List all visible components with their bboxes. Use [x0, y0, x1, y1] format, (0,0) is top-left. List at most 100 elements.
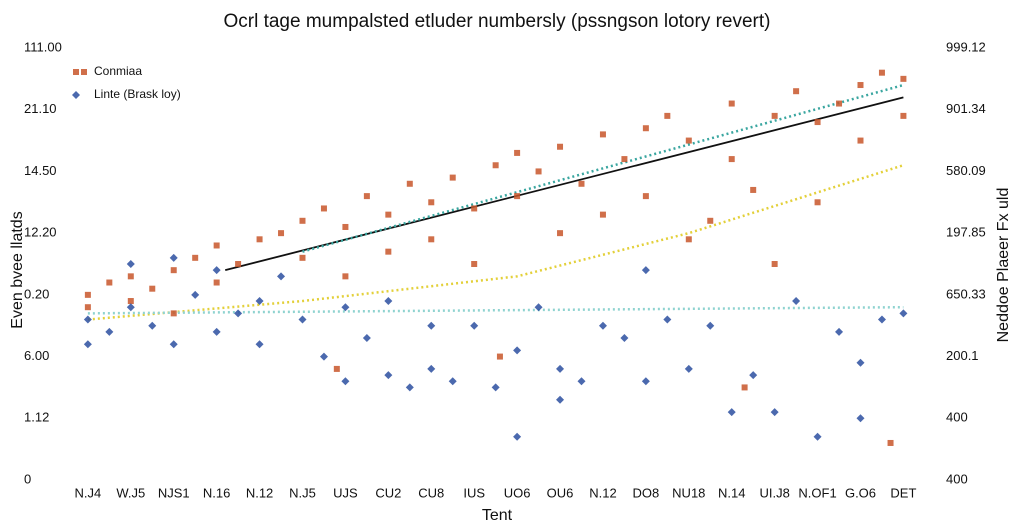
- y-tick-label: 0: [24, 471, 31, 486]
- point: [106, 279, 113, 286]
- point: [534, 303, 543, 312]
- point: [856, 414, 865, 423]
- point: [126, 260, 135, 268]
- series: [84, 69, 907, 446]
- point: [298, 315, 307, 324]
- point: [878, 69, 885, 76]
- point: [83, 315, 92, 324]
- point: [513, 432, 522, 441]
- x-tick-label: G.O6: [845, 485, 876, 500]
- y2-tick-label: 901.34: [946, 101, 986, 116]
- point: [471, 261, 478, 267]
- point: [535, 168, 542, 175]
- point: [750, 186, 757, 193]
- point: [148, 321, 157, 330]
- point: [278, 230, 285, 237]
- point: [727, 408, 736, 417]
- point: [707, 217, 714, 224]
- point: [556, 395, 565, 404]
- point: [170, 310, 177, 317]
- x-tick-label: NU18: [672, 485, 705, 500]
- point: [642, 193, 649, 200]
- x-tick-label: W.J5: [116, 485, 145, 500]
- point: [471, 205, 478, 212]
- point: [514, 149, 521, 156]
- point: [514, 193, 521, 200]
- point: [793, 88, 800, 95]
- point: [234, 309, 243, 318]
- point: [771, 112, 778, 119]
- y-tick-label: 12.20: [24, 225, 57, 240]
- point: [385, 211, 392, 218]
- point: [126, 303, 135, 312]
- point: [857, 82, 864, 89]
- x-tick-label: UJS: [333, 485, 358, 500]
- point: [599, 211, 606, 218]
- y2-tick-label: 999.12: [946, 39, 986, 54]
- y2-tick-label: 197.85: [946, 225, 986, 240]
- point: [192, 254, 199, 261]
- series: [83, 253, 908, 441]
- x-tick-label: UO6: [504, 485, 531, 500]
- point: [887, 439, 894, 446]
- point: [496, 353, 503, 360]
- point: [856, 358, 865, 367]
- x-tick-label: N.OF1: [798, 485, 836, 500]
- point: [664, 112, 671, 119]
- x-tick-label: DET: [890, 485, 916, 500]
- point: [319, 352, 328, 361]
- y-tick-label: 14.50: [24, 163, 57, 178]
- point: [84, 304, 91, 311]
- x-tick-label: NJS1: [158, 485, 190, 500]
- point: [556, 364, 565, 373]
- y2-tick-label: 400: [946, 471, 968, 486]
- point: [341, 377, 350, 386]
- point: [448, 377, 457, 386]
- point: [684, 364, 693, 373]
- point: [363, 193, 370, 200]
- point: [706, 321, 715, 330]
- point: [792, 297, 801, 306]
- point: [685, 137, 692, 144]
- y-tick-label: 0.20: [24, 286, 49, 301]
- point: [835, 327, 844, 336]
- legend-label: Conmiaa: [94, 64, 142, 78]
- point: [362, 334, 371, 343]
- point: [169, 340, 178, 349]
- x-tick-label: N.J5: [289, 485, 316, 500]
- point: [663, 315, 672, 324]
- point: [299, 254, 306, 261]
- point: [105, 327, 114, 336]
- point: [427, 364, 436, 373]
- point: [749, 371, 758, 380]
- point: [255, 340, 264, 349]
- point: [83, 340, 92, 349]
- point: [685, 236, 692, 243]
- legend-marker: [72, 91, 80, 99]
- point: [641, 266, 650, 275]
- point: [84, 291, 91, 298]
- point: [320, 205, 327, 212]
- point: [170, 267, 177, 274]
- trend-line: [87, 164, 904, 321]
- x-tick-label: OU6: [547, 485, 574, 500]
- point: [491, 383, 500, 392]
- point: [578, 180, 585, 187]
- point: [620, 334, 629, 343]
- point: [557, 143, 564, 150]
- point: [577, 377, 586, 386]
- y2-tick-label: 400: [946, 410, 968, 425]
- point: [857, 137, 864, 144]
- x-tick-label: CU8: [418, 485, 444, 500]
- point: [384, 371, 393, 380]
- point: [770, 408, 779, 417]
- x-tick-label: IUS: [463, 485, 485, 500]
- point: [900, 112, 907, 119]
- point: [213, 279, 220, 286]
- point: [127, 273, 134, 280]
- point: [813, 432, 822, 441]
- point: [384, 297, 393, 306]
- point: [836, 100, 843, 107]
- y-axis-title: Even bvee llatds: [9, 211, 26, 328]
